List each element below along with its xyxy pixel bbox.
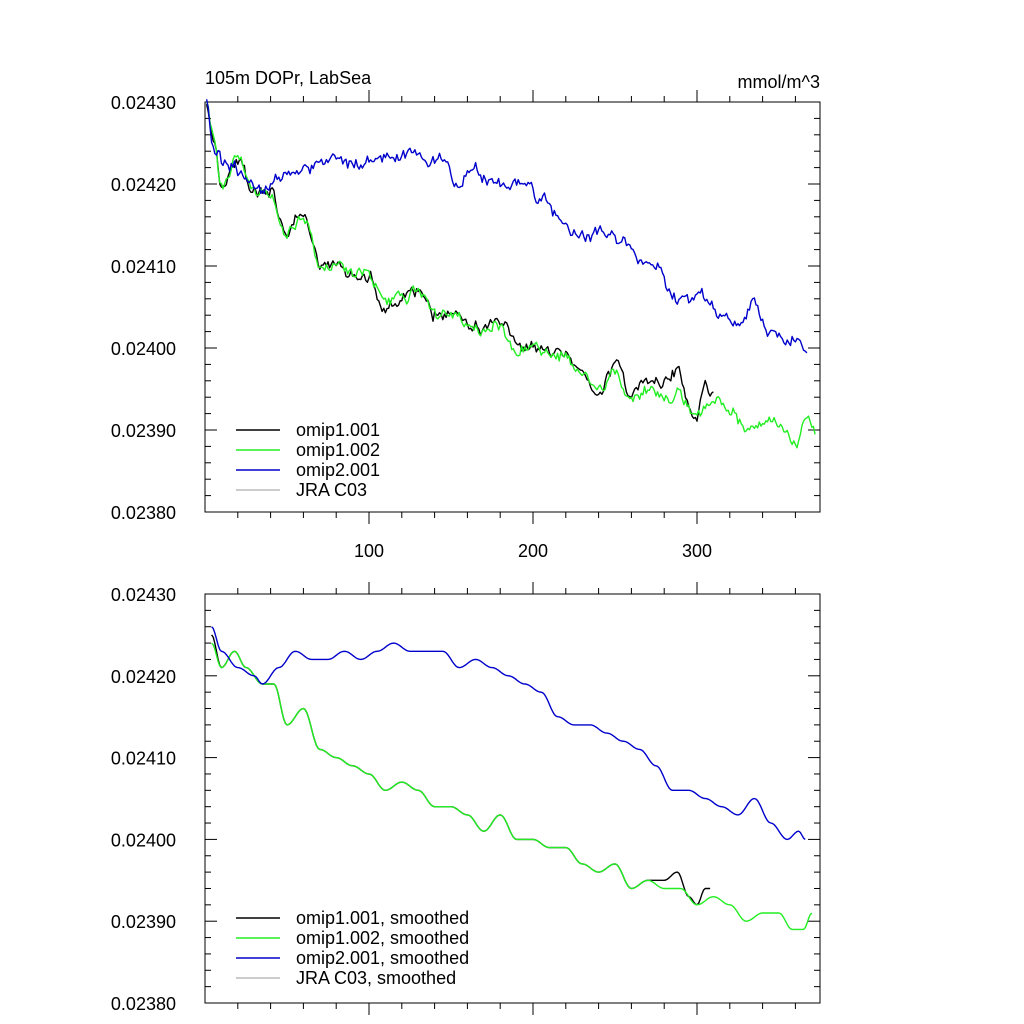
y-tick-label: 0.02430 [111,93,176,113]
series-line-omip1-002-smoothed [211,642,813,931]
x-tick-label: 100 [354,541,384,561]
y-tick-label: 0.02390 [111,421,176,441]
units-label: mmol/m^3 [738,72,820,92]
y-tick-label: 0.02420 [111,667,176,687]
y-tick-label: 0.02380 [111,503,176,523]
top-panel: 0.02380 0.02390 0.02400 0.02410 0.02420 0.024… [111,68,821,561]
plot-frame [204,593,821,1004]
y-tick-label: 0.02380 [111,994,176,1014]
series-line-omip2-001 [205,99,808,354]
x-tick-label: 300 [682,541,712,561]
series-line-omip1-002 [205,101,816,449]
legend-label: omip1.001 [296,420,380,440]
legend-label: JRA C03, smoothed [296,968,456,988]
y-tick-label: 0.02400 [111,339,176,359]
x-tick-label: 200 [518,541,548,561]
legend-label: omip1.001, smoothed [296,908,469,928]
bottom-panel: 0.02380 0.02390 0.02400 0.02410 0.02420 0.024… [111,582,821,1015]
y-tick-label: 0.02410 [111,749,176,769]
y-tick-label: 0.02430 [111,585,176,605]
y-tick-label: 0.02390 [111,912,176,932]
series-line-omip2-001-smoothed [211,626,806,841]
plot-frame [204,101,821,513]
legend-label: omip1.002, smoothed [296,928,469,948]
series-line-omip1-001-smoothed [211,634,711,906]
legend-label: omip2.001 [296,460,380,480]
legend-label: omip2.001, smoothed [296,948,469,968]
y-tick-label: 0.02400 [111,830,176,850]
y-tick-label: 0.02410 [111,257,176,277]
y-tick-label: 0.02420 [111,175,176,195]
legend-label: JRA C03 [296,480,367,500]
legend-label: omip1.002 [296,440,380,460]
chart-title: 105m DOPr, LabSea [205,68,372,88]
